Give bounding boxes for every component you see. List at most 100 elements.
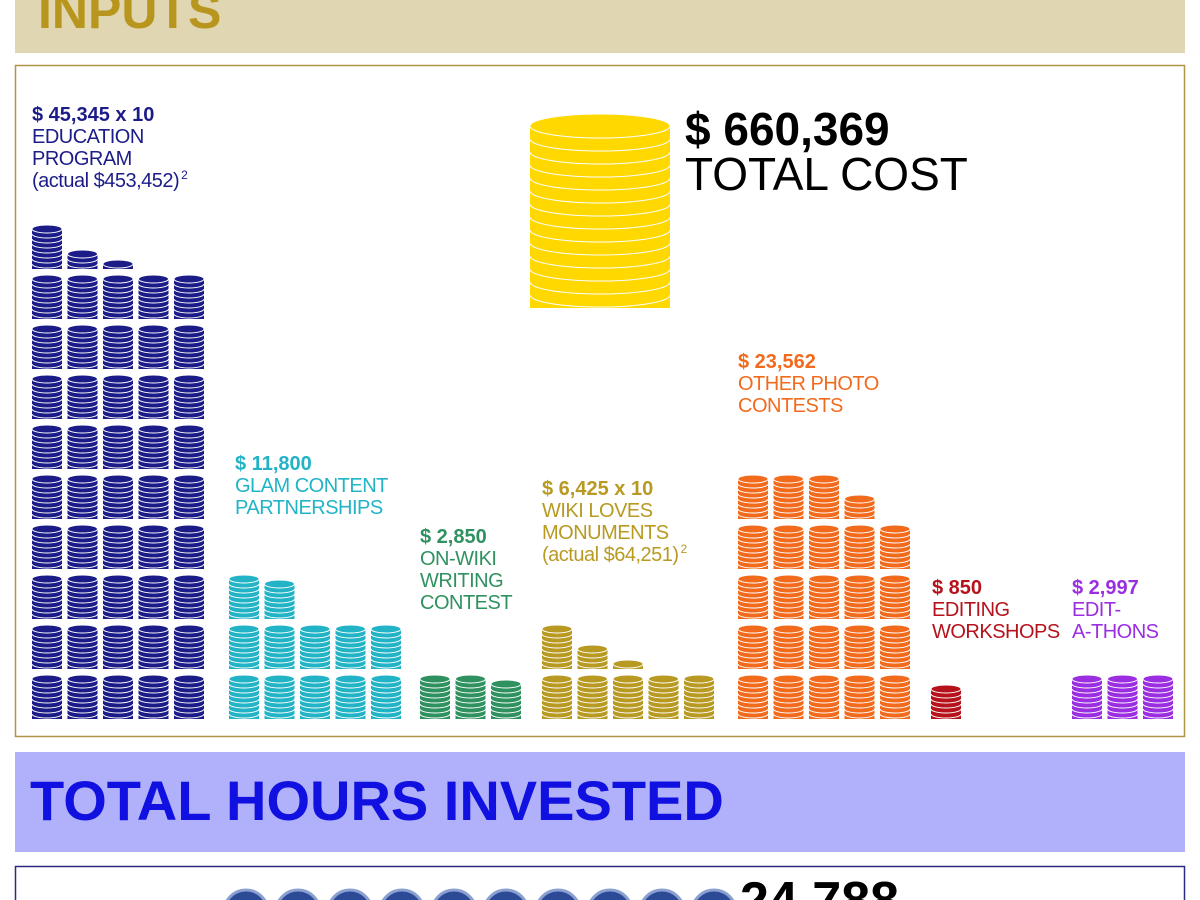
coin	[299, 624, 331, 634]
clock-icon	[381, 888, 423, 900]
total-amount: $ 660,369	[685, 103, 890, 155]
coin	[228, 674, 260, 684]
coin	[930, 684, 962, 694]
coin	[67, 324, 98, 334]
coin	[612, 674, 644, 684]
coin	[879, 674, 911, 684]
inputs-band	[15, 0, 1185, 53]
hours-total: 24,788	[740, 872, 899, 900]
group-amount: $ 2,997	[1072, 577, 1139, 599]
coin	[138, 624, 169, 634]
coin	[264, 674, 295, 684]
coin	[1107, 674, 1138, 684]
coin	[335, 674, 366, 684]
coin	[173, 474, 205, 484]
hours-title: TOTAL HOURS INVESTED	[30, 769, 724, 832]
coin	[490, 679, 522, 689]
hours-band	[15, 752, 1185, 852]
coin	[529, 113, 671, 139]
coin	[173, 524, 205, 534]
coin	[102, 274, 134, 284]
clock-icon	[641, 888, 683, 900]
coin	[102, 624, 134, 634]
coin	[844, 494, 875, 504]
coin	[102, 424, 134, 434]
group-amount: $ 6,425 x 10	[542, 478, 653, 500]
group-amount: $ 23,562	[738, 351, 816, 373]
group-label: WIKI LOVES	[542, 500, 653, 522]
footnote-mark: 2	[181, 168, 188, 182]
group-label: EDUCATION	[32, 126, 144, 148]
group-label: EDITING	[932, 599, 1010, 621]
group-label: GLAM CONTENT	[235, 475, 388, 497]
coin	[31, 374, 63, 384]
coin	[264, 579, 295, 589]
group-label: (actual $64,251)	[542, 544, 679, 566]
coin	[773, 474, 804, 484]
coin	[879, 524, 911, 534]
total-label: TOTAL COST	[685, 148, 968, 200]
clock-icon	[225, 888, 267, 900]
coin	[808, 624, 840, 634]
coin	[228, 624, 260, 634]
coin	[102, 524, 134, 534]
coin	[67, 274, 98, 284]
coin	[31, 274, 63, 284]
coin	[138, 524, 169, 534]
coin	[67, 474, 98, 484]
group-label: PROGRAM	[32, 148, 132, 170]
coin	[879, 574, 911, 584]
group-label: A-THONS	[1072, 621, 1159, 643]
coin	[577, 674, 608, 684]
coin	[808, 674, 840, 684]
coin	[67, 424, 98, 434]
coin	[173, 424, 205, 434]
coin	[173, 574, 205, 584]
clock-icon	[485, 888, 527, 900]
coin	[370, 624, 402, 634]
coin	[138, 674, 169, 684]
coin	[612, 659, 644, 669]
coin	[67, 574, 98, 584]
coin	[737, 624, 769, 634]
coin	[844, 574, 875, 584]
coin	[299, 674, 331, 684]
coin	[1142, 674, 1174, 684]
coin	[31, 474, 63, 484]
coin	[737, 574, 769, 584]
coin	[844, 624, 875, 634]
group-label: CONTESTS	[738, 395, 843, 417]
group-label: OTHER PHOTO	[738, 373, 879, 395]
coin	[808, 574, 840, 584]
group-label: CONTEST	[420, 592, 512, 614]
coin	[31, 424, 63, 434]
coin	[138, 474, 169, 484]
coin	[31, 674, 63, 684]
inputs-box	[14, 64, 1186, 738]
group-label: (actual $453,452)	[32, 170, 179, 192]
coin	[844, 524, 875, 534]
coin	[264, 624, 295, 634]
coin	[773, 574, 804, 584]
coin	[808, 524, 840, 534]
coin	[737, 474, 769, 484]
coin	[67, 374, 98, 384]
coin	[879, 624, 911, 634]
coin	[173, 274, 205, 284]
clock-icon	[537, 888, 579, 900]
coin	[335, 624, 366, 634]
group-label: WORKSHOPS	[932, 621, 1060, 643]
coin	[31, 324, 63, 334]
coin	[1071, 674, 1103, 684]
coin	[737, 674, 769, 684]
clock-icon	[329, 888, 371, 900]
coin	[228, 574, 260, 584]
group-label: MONUMENTS	[542, 522, 669, 544]
coin	[138, 424, 169, 434]
coin	[808, 474, 840, 484]
coin	[648, 674, 679, 684]
coin	[138, 324, 169, 334]
coin	[173, 374, 205, 384]
